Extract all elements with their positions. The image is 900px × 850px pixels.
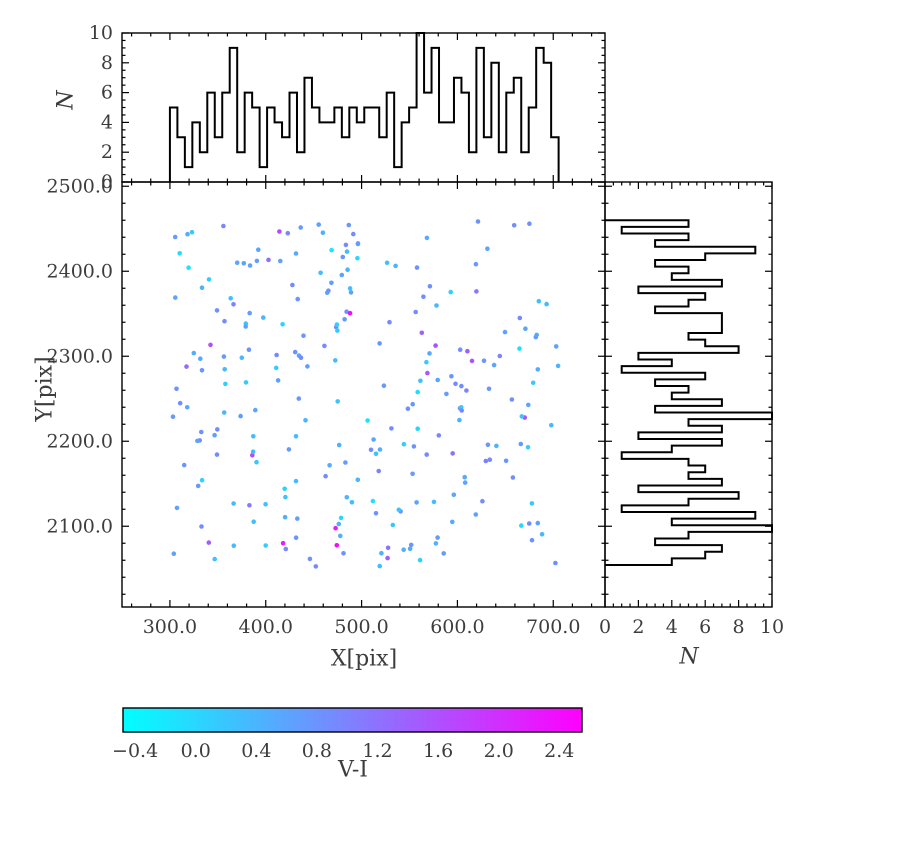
tick-label: −0.4 [112,740,158,762]
tick-label: 8 [733,616,745,638]
tick-label: 2300.0 [47,345,113,367]
series-layer [168,32,773,569]
tick-labels: 300.0 400.0 500.0 600.0 700.02100.02200.0230… [47,22,785,762]
scatter-points [170,219,561,569]
tick-label: 600.0 [430,616,484,638]
tick-label: 8 [101,52,113,74]
tick-label: 10 [89,22,113,44]
tick-label: 2400.0 [47,260,113,282]
axes-frames [121,32,773,608]
tick-label: 0 [101,171,113,193]
tick-label: 400.0 [239,616,293,638]
right-hist-x-axis-label: N [679,644,699,670]
tick-label: 2500.0 [47,175,113,197]
tick-label: 1.6 [423,740,453,762]
tick-label: 6 [101,82,113,104]
tick-label: 1.2 [362,740,392,762]
top-histogram-series [168,32,560,182]
scatter-y-axis-label: Y[pix] [32,356,58,422]
tick-label: 6 [699,616,711,638]
tick-label: 300.0 [143,616,197,638]
tick-label: 0.4 [241,740,271,762]
right-histogram-series [605,219,773,567]
colorbar-label: V-I [338,757,368,783]
tick-label: 700.0 [526,616,580,638]
tick-label: 2 [101,141,113,163]
top-hist-y-axis-label: N [53,90,79,110]
scatter-x-axis-label: X[pix] [330,646,398,672]
right-histogram-axes [604,181,773,608]
tick-label: 0.0 [181,740,211,762]
tick-label: 0.8 [302,740,332,762]
tick-label: 2200.0 [47,430,113,452]
colorbar [122,707,583,733]
tick-label: 2.0 [484,740,514,762]
tick-label: 0 [599,616,611,638]
tick-label: 4 [666,616,678,638]
tick-label: 500.0 [334,616,388,638]
tick-label: 4 [101,111,113,133]
tick-label: 10 [760,616,784,638]
tick-label: 2 [632,616,644,638]
tick-label: 2.4 [544,740,574,762]
tick-label: 2100.0 [47,515,113,537]
